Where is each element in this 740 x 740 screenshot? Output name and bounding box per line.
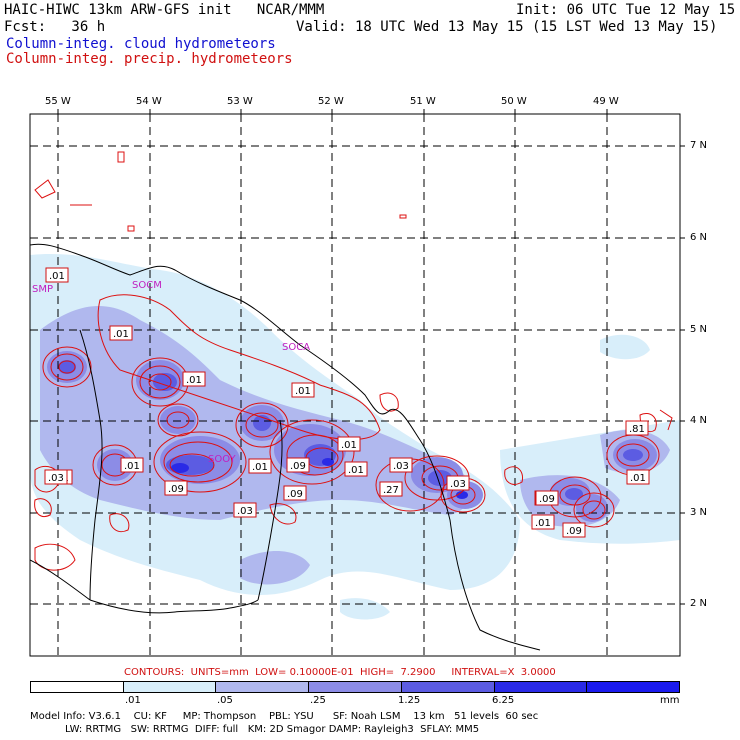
lon-label-55w: 55 W <box>45 96 71 107</box>
header-forecast: Fcst: 36 h <box>4 19 106 35</box>
grid-lines <box>30 114 680 656</box>
station-sooy: SOOY <box>208 454 237 465</box>
station-socm: SOCM <box>132 280 162 291</box>
contour-label: .01 <box>248 458 272 474</box>
contour-info: CONTOURS: UNITS=mm LOW= 0.10000E-01 HIGH… <box>124 667 556 678</box>
coastline <box>30 243 541 651</box>
contour-label-text: .03 <box>393 461 409 472</box>
contour-label: .01 <box>531 514 555 530</box>
legend-precip: Column-integ. precip. hydrometeors <box>6 51 293 67</box>
contour-label-text: .01 <box>535 518 551 529</box>
lat-label-7n: 7 N <box>690 140 708 151</box>
contour-label: .03 <box>446 475 470 491</box>
contour-label: .01 <box>291 382 315 398</box>
contour-label-text: .01 <box>186 375 202 386</box>
colorbar-tick-5: 6.25 <box>492 695 515 706</box>
lon-label-52w: 52 W <box>318 96 344 107</box>
contour-label-text: .01 <box>113 329 129 340</box>
colorbar-units: mm <box>660 695 680 706</box>
contour-label: .09 <box>164 480 188 496</box>
contour-label-text: .09 <box>566 526 582 537</box>
colorbar-bin-3 <box>308 682 401 692</box>
contour-label: .01 <box>182 371 206 387</box>
lon-label-53w: 53 W <box>227 96 253 107</box>
contour-label: .01 <box>109 325 133 341</box>
contour-label: .01 <box>344 461 368 477</box>
contour-label-text: .09 <box>168 484 184 495</box>
lon-label-49w: 49 W <box>593 96 619 107</box>
colorbar-bin-5 <box>493 682 587 692</box>
header-title: HAIC-HIWC 13km ARW-GFS init NCAR/MMM <box>4 2 325 18</box>
contour-label: .01 <box>337 436 361 452</box>
legend-cloud: Column-integ. cloud hydrometeors <box>6 36 276 52</box>
contour-label-text: .81 <box>629 424 645 435</box>
contour-label: .01 <box>45 267 69 283</box>
colorbar-tick-1: .01 <box>125 695 141 706</box>
lon-label-50w: 50 W <box>501 96 527 107</box>
contour-label: .01 <box>626 469 650 485</box>
contour-label: .09 <box>283 485 307 501</box>
contour-label-text: .09 <box>290 461 306 472</box>
station-soca: SOCA <box>282 342 310 353</box>
contour-label: .03 <box>389 457 413 473</box>
contour-label-text: .03 <box>237 506 253 517</box>
contour-label: .09 <box>535 490 559 506</box>
contour-label: .03 <box>233 502 257 518</box>
contour-label-text: .01 <box>630 473 646 484</box>
contour-label-text: .09 <box>539 494 555 505</box>
contour-label: .09 <box>562 522 586 538</box>
contour-label-text: .01 <box>348 465 364 476</box>
model-info-line2: LW: RRTMG SW: RRTMG DIFF: full KM: 2D Sm… <box>30 724 480 735</box>
contour-label: .09 <box>286 457 310 473</box>
contour-label-text: .01 <box>124 461 140 472</box>
colorbar-tick-3: .25 <box>310 695 326 706</box>
colorbar-bin-2 <box>215 682 309 692</box>
colorbar-bin-6 <box>586 682 680 692</box>
lon-label-51w: 51 W <box>410 96 436 107</box>
contour-label: .27 <box>379 481 403 497</box>
model-info-line1: Model Info: V3.6.1 CU: KF MP: Thompson P… <box>30 711 539 722</box>
contour-label-text: .27 <box>383 485 399 496</box>
colorbar-bin-4 <box>400 682 494 692</box>
header-valid: Valid: 18 UTC Wed 13 May 15 (15 LST Wed … <box>296 19 718 35</box>
colorbar-tick-2: .05 <box>217 695 233 706</box>
colorbar-tick-4: 1.25 <box>398 695 421 706</box>
contour-label: .03 <box>44 469 68 485</box>
lon-label-54w: 54 W <box>136 96 162 107</box>
contour-label-text: .03 <box>48 473 64 484</box>
lat-label-2n: 2 N <box>690 598 708 609</box>
contour-label-text: .03 <box>450 479 466 490</box>
header-init: Init: 06 UTC Tue 12 May 15 <box>516 2 736 18</box>
contour-label: .81 <box>625 420 649 436</box>
colorbar <box>30 681 680 693</box>
lat-label-4n: 4 N <box>690 415 708 426</box>
lat-label-5n: 5 N <box>690 324 708 335</box>
contour-labels: .01 .01 .01 .01 .01 .01 .01 .01 .01 .09 .09 .09 .27.… <box>44 267 650 538</box>
contour-label-text: .09 <box>287 489 303 500</box>
contour-label-text: .01 <box>49 271 65 282</box>
station-smp: SMP <box>32 284 53 295</box>
colorbar-bin-0 <box>31 682 123 692</box>
contour-label-text: .01 <box>341 440 357 451</box>
lat-label-6n: 6 N <box>690 232 708 243</box>
map-frame <box>29 113 681 657</box>
stations: SMP SOCM SOCA SOOY <box>32 280 310 465</box>
tick-marks <box>57 109 685 605</box>
contour-label-text: .01 <box>295 386 311 397</box>
contour-label-text: .01 <box>252 462 268 473</box>
lat-label-3n: 3 N <box>690 507 708 518</box>
contour-label: .01 <box>120 457 144 473</box>
colorbar-bin-1 <box>122 682 216 692</box>
